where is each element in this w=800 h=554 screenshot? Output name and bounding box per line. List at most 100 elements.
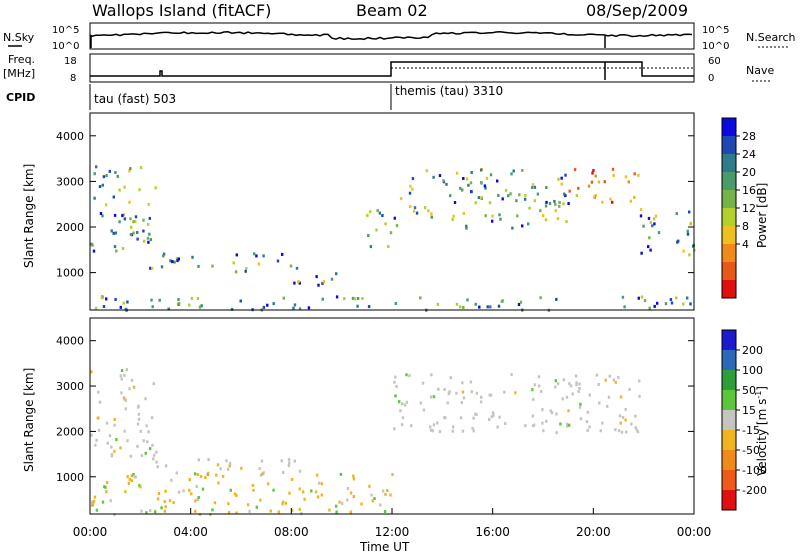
heatmap-cell — [162, 254, 165, 258]
heatmap-cell — [118, 188, 121, 192]
heatmap-cell — [246, 503, 250, 507]
nsearch-label: N.Search — [746, 31, 796, 44]
heatmap-cell — [113, 423, 116, 427]
heatmap-cell — [293, 459, 296, 463]
power-y-ticks: 4000 3000 2000 1000 — [56, 130, 694, 280]
heatmap-cell — [322, 280, 326, 284]
heatmap-cell — [408, 191, 412, 195]
colorbar-swatch — [722, 330, 736, 350]
heatmap-cell — [429, 428, 433, 432]
freq-trace — [90, 61, 694, 80]
heatmap-cell — [556, 217, 560, 221]
heatmap-cell — [207, 471, 210, 475]
colorbar-frame — [721, 329, 737, 511]
colorbar-swatch — [722, 208, 736, 226]
heatmap-cell — [452, 214, 455, 218]
heatmap-cell — [335, 510, 338, 514]
heatmap-cell — [638, 379, 641, 383]
heatmap-cell — [177, 257, 180, 261]
heatmap-cell — [524, 197, 527, 201]
heatmap-cell — [597, 383, 600, 386]
heatmap-cell — [496, 425, 499, 429]
heatmap-cell — [330, 277, 334, 281]
heatmap-cell — [227, 502, 230, 506]
y-tick-label: 4000 — [56, 130, 84, 143]
heatmap-cell — [96, 416, 99, 420]
heatmap-cell — [148, 216, 151, 220]
heatmap-cell — [565, 220, 568, 224]
heatmap-cell — [346, 487, 350, 490]
heatmap-cell — [614, 380, 617, 384]
heatmap-cell — [609, 197, 612, 201]
heatmap-cell — [253, 252, 256, 256]
heatmap-cell — [637, 296, 640, 300]
heatmap-cell — [577, 186, 580, 190]
heatmap-cell — [167, 307, 170, 311]
heatmap-cell — [105, 490, 108, 494]
colorbar-tick-label: -200 — [742, 484, 767, 497]
heatmap-cell — [132, 231, 135, 235]
heatmap-cell — [590, 180, 594, 184]
heatmap-cell — [448, 390, 451, 394]
heatmap-cell — [560, 182, 563, 186]
heatmap-cell — [517, 303, 521, 306]
nsky-label: N.Sky — [3, 31, 35, 44]
heatmap-cell — [93, 196, 96, 200]
nsky-panel: N.Sky 10^5 10^0 10^5 10^0 N.Search — [3, 22, 796, 52]
heatmap-cell — [281, 500, 285, 504]
heatmap-cell — [105, 421, 109, 425]
heatmap-cell — [554, 209, 557, 213]
heatmap-cell — [399, 409, 402, 413]
heatmap-cell — [211, 508, 214, 512]
heatmap-cell — [346, 498, 349, 502]
heatmap-cell — [647, 245, 650, 249]
heatmap-cell — [539, 209, 542, 213]
heatmap-cell — [129, 454, 132, 458]
heatmap-cell — [470, 190, 473, 194]
heatmap-cell — [627, 180, 630, 184]
heatmap-cell — [528, 206, 531, 210]
heatmap-cell — [240, 466, 243, 470]
heatmap-cell — [130, 474, 133, 478]
nave-tick-bottom: 0 — [708, 73, 714, 84]
heatmap-cell — [197, 496, 200, 499]
heatmap-cell — [248, 509, 251, 513]
velocity-y-axis-label: Slant Range [km] — [22, 368, 36, 472]
heatmap-cell — [443, 387, 446, 391]
heatmap-cell — [196, 473, 200, 476]
heatmap-cell — [573, 168, 577, 172]
colorbar-swatch — [722, 430, 736, 450]
heatmap-cell — [172, 501, 175, 505]
heatmap-cell — [554, 202, 557, 206]
heatmap-cell — [261, 472, 264, 476]
heatmap-cell — [266, 303, 269, 307]
heatmap-cell — [154, 186, 157, 190]
heatmap-cell — [542, 214, 545, 218]
heatmap-cell — [112, 231, 115, 235]
heatmap-cell — [121, 214, 124, 218]
heatmap-cell — [653, 222, 656, 226]
heatmap-cell — [689, 302, 692, 306]
heatmap-cell — [335, 295, 339, 299]
heatmap-cell — [521, 168, 524, 172]
heatmap-cell — [251, 483, 255, 487]
heatmap-cell — [352, 474, 355, 478]
heatmap-cell — [147, 240, 150, 244]
heatmap-cell — [234, 270, 238, 274]
heatmap-cell — [569, 384, 573, 388]
heatmap-cell — [555, 431, 558, 435]
colorbar-tick-label: -50 — [742, 444, 760, 457]
heatmap-cell — [379, 503, 382, 507]
heatmap-cell — [423, 206, 427, 210]
heatmap-cell — [474, 302, 477, 306]
heatmap-cell — [574, 374, 578, 378]
heatmap-cell — [113, 513, 116, 517]
heatmap-cell — [617, 376, 620, 379]
heatmap-cell — [320, 482, 324, 486]
heatmap-cell — [156, 497, 160, 501]
heatmap-cell — [105, 174, 108, 178]
heatmap-cell — [356, 304, 359, 308]
heatmap-cell — [531, 414, 535, 418]
heatmap-cell — [349, 491, 353, 495]
